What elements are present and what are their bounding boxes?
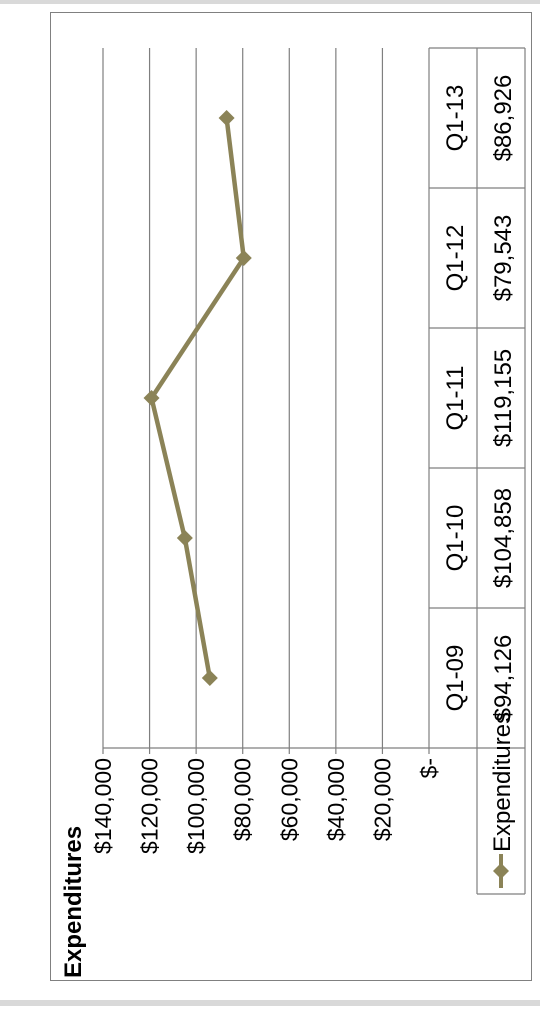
data-point-marker bbox=[235, 250, 252, 266]
data-point-marker bbox=[176, 530, 193, 546]
chart-frame: Expenditures $- $20,000 $40,000 $60,000 $80,… bbox=[50, 12, 532, 981]
y-tick-label: $140,000 bbox=[90, 758, 116, 854]
value-cell: $119,155 bbox=[490, 349, 517, 447]
legend-label: Expenditures bbox=[489, 712, 516, 852]
category-label: Q1-11 bbox=[442, 366, 469, 431]
data-point-marker bbox=[218, 110, 235, 126]
series-line bbox=[149, 117, 247, 679]
y-tick-label: $80,000 bbox=[230, 758, 256, 841]
chart-svg: $- $20,000 $40,000 $60,000 $80,000 $100,000 $1… bbox=[90, 47, 526, 895]
data-point-marker bbox=[201, 670, 218, 686]
y-tick-label: $60,000 bbox=[276, 758, 302, 841]
y-tick-label: $40,000 bbox=[323, 758, 349, 841]
y-tick-label: $120,000 bbox=[137, 758, 163, 854]
value-cell: $94,126 bbox=[490, 635, 517, 722]
y-tick-label: $- bbox=[416, 758, 442, 778]
category-label: Q1-10 bbox=[442, 505, 469, 572]
category-label: Q1-13 bbox=[442, 85, 469, 152]
data-point-marker bbox=[143, 390, 160, 406]
legend-marker bbox=[493, 863, 509, 879]
y-tick-label: $20,000 bbox=[369, 758, 395, 841]
y-tick-label: $100,000 bbox=[183, 758, 209, 854]
value-cell: $104,858 bbox=[490, 488, 517, 588]
chart-rotated-content: Expenditures $- $20,000 $40,000 $60,000 $80,… bbox=[51, 28, 540, 988]
bottom-band bbox=[0, 1000, 540, 1006]
value-cell: $86,926 bbox=[490, 75, 517, 162]
top-band bbox=[0, 0, 540, 4]
category-label: Q1-12 bbox=[442, 225, 469, 292]
category-label: Q1-09 bbox=[442, 645, 469, 712]
value-cell: $79,543 bbox=[490, 215, 517, 302]
